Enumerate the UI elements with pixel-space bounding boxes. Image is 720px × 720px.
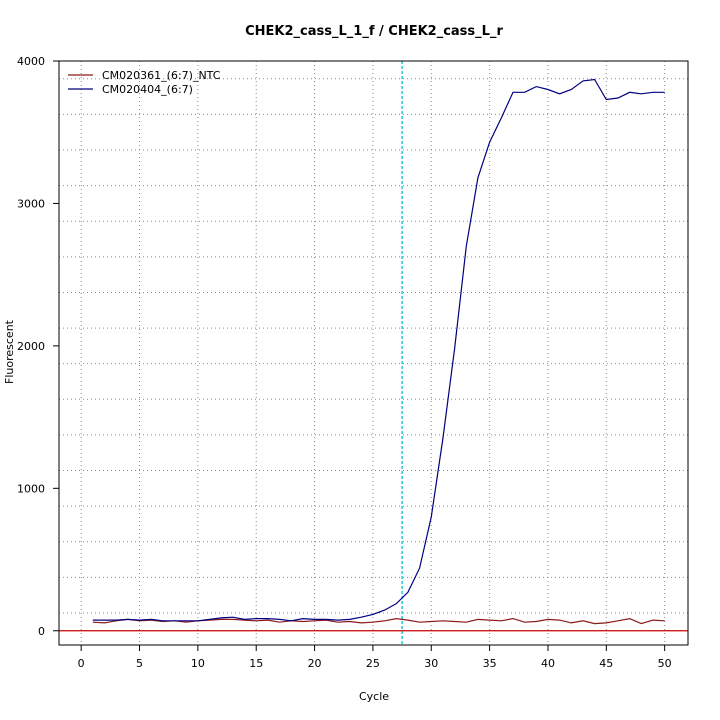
plot-frame (58, 60, 689, 646)
x-tick-label-1: 5 (136, 657, 143, 670)
reference-lines (59, 61, 688, 645)
x-tick-label-2: 10 (191, 657, 205, 670)
y-tick-label-3: 3000 (17, 197, 45, 210)
series-line-0 (92, 617, 665, 625)
x-axis-label: Cycle (359, 690, 389, 703)
legend-label-0: CM020361_(6:7)_NTC (102, 69, 221, 82)
x-tick-label-3: 15 (249, 657, 263, 670)
x-tick-label-4: 20 (308, 657, 322, 670)
y-tick-label-0: 0 (38, 625, 45, 638)
y-tick-label-2: 2000 (17, 340, 45, 353)
series-lines (92, 78, 665, 625)
y-tick-label-1: 1000 (17, 482, 45, 495)
chart-title: CHEK2_cass_L_1_f / CHEK2_cass_L_r (245, 24, 503, 39)
x-tick-label-6: 30 (424, 657, 438, 670)
x-tick-label-0: 0 (78, 657, 85, 670)
series-line-1 (92, 78, 665, 622)
x-tick-label-9: 45 (599, 657, 613, 670)
y-tick-label-4: 4000 (17, 55, 45, 68)
x-tick-label-10: 50 (658, 657, 672, 670)
x-tick-label-7: 35 (483, 657, 497, 670)
legend-label-1: CM020404_(6:7) (102, 83, 193, 96)
y-axis-label: Fluorescent (3, 319, 16, 384)
x-tick-label-8: 40 (541, 657, 555, 670)
axes: 0 5 10 15 20 25 30 35 40 45 50 0 1000 2000 3000 4000 (17, 55, 672, 670)
grid (59, 61, 688, 645)
x-tick-label-5: 25 (366, 657, 380, 670)
